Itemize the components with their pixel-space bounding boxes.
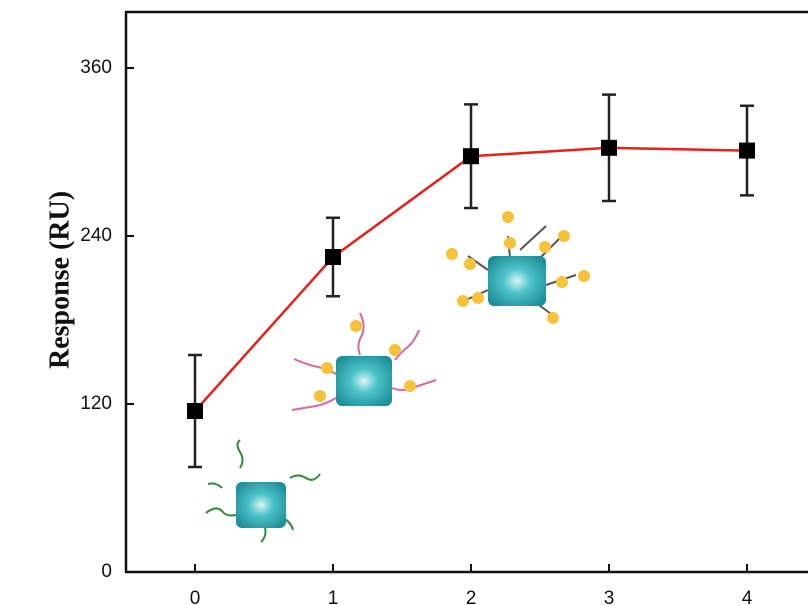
y-tick-label: 240 xyxy=(80,225,112,246)
cube xyxy=(236,482,286,528)
data-point xyxy=(463,148,479,165)
cube xyxy=(336,356,392,406)
y-axis-label: Response (RU) xyxy=(44,191,75,369)
data-point xyxy=(325,249,341,265)
data-point xyxy=(187,403,203,419)
y-tick-label: 0 xyxy=(101,561,112,582)
plot-frame xyxy=(124,10,808,574)
cube xyxy=(488,256,546,306)
x-tick-label: 0 xyxy=(190,588,201,605)
nanocube-pink xyxy=(291,312,437,411)
x-tick-label: 1 xyxy=(328,588,339,605)
data-point xyxy=(739,142,755,159)
x-tick-label: 2 xyxy=(466,588,477,605)
nanocube-green xyxy=(205,439,321,543)
nanocube-yellow xyxy=(446,211,590,324)
x-tick-label: 4 xyxy=(742,588,753,605)
y-tick-label: 360 xyxy=(80,57,112,78)
x-tick-label: 3 xyxy=(604,588,615,605)
illustrations xyxy=(205,211,590,543)
y-tick-label: 120 xyxy=(80,393,112,414)
data-point xyxy=(601,139,617,156)
